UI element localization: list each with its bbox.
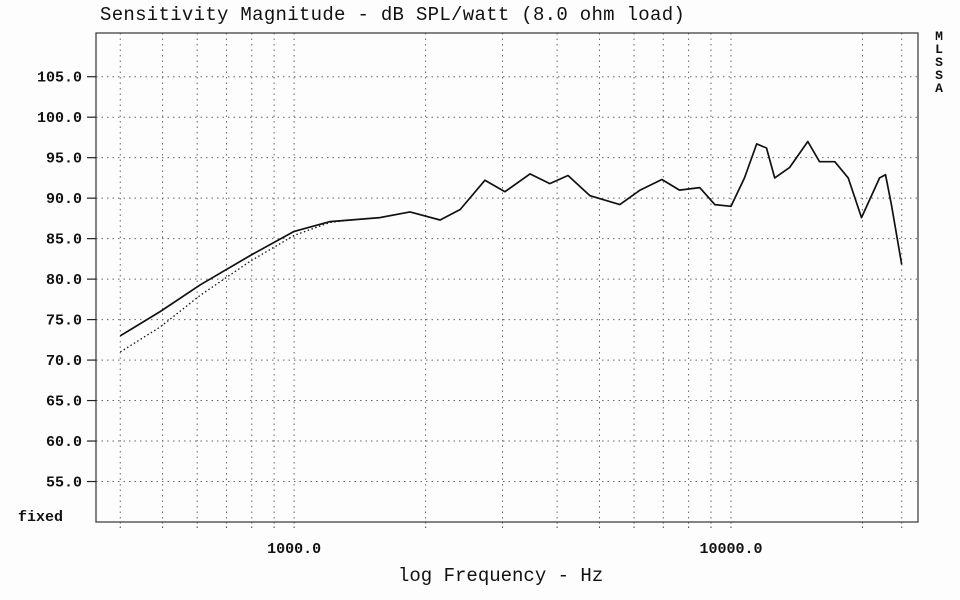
y-tick-label: 65.0 [46, 394, 82, 411]
y-tick-label: 95.0 [46, 151, 82, 168]
series-line-sensitivity [119, 140, 903, 337]
x-tick-label: 10000.0 [699, 541, 762, 558]
y-tick-label: 55.0 [46, 475, 82, 492]
x-tick-label: 1000.0 [267, 541, 321, 558]
y-tick-label: 80.0 [46, 272, 82, 289]
analyzer-label: MLSSA [935, 29, 943, 96]
y-tick-label: 100.0 [37, 110, 82, 127]
y-tick-label: 70.0 [46, 353, 82, 370]
chart-title: Sensitivity Magnitude - dB SPL/watt (8.0… [100, 4, 686, 26]
y-tick-label: 75.0 [46, 313, 82, 330]
x-axis-label: log Frequency - Hz [398, 565, 604, 587]
y-tick-label: 105.0 [37, 70, 82, 87]
axis-ticks: 105.0 100.0 95.0 90.0 85.0 80.0 75.0 70.0 65.0 60… [37, 70, 903, 558]
plot-frame [95, 32, 919, 523]
y-tick-label: 60.0 [46, 434, 82, 451]
series-group [119, 140, 903, 353]
y-tick-label: 85.0 [46, 232, 82, 249]
y-scale-mode-label: fixed [18, 509, 64, 526]
grid [96, 33, 918, 522]
y-tick-label: 90.0 [46, 191, 82, 208]
